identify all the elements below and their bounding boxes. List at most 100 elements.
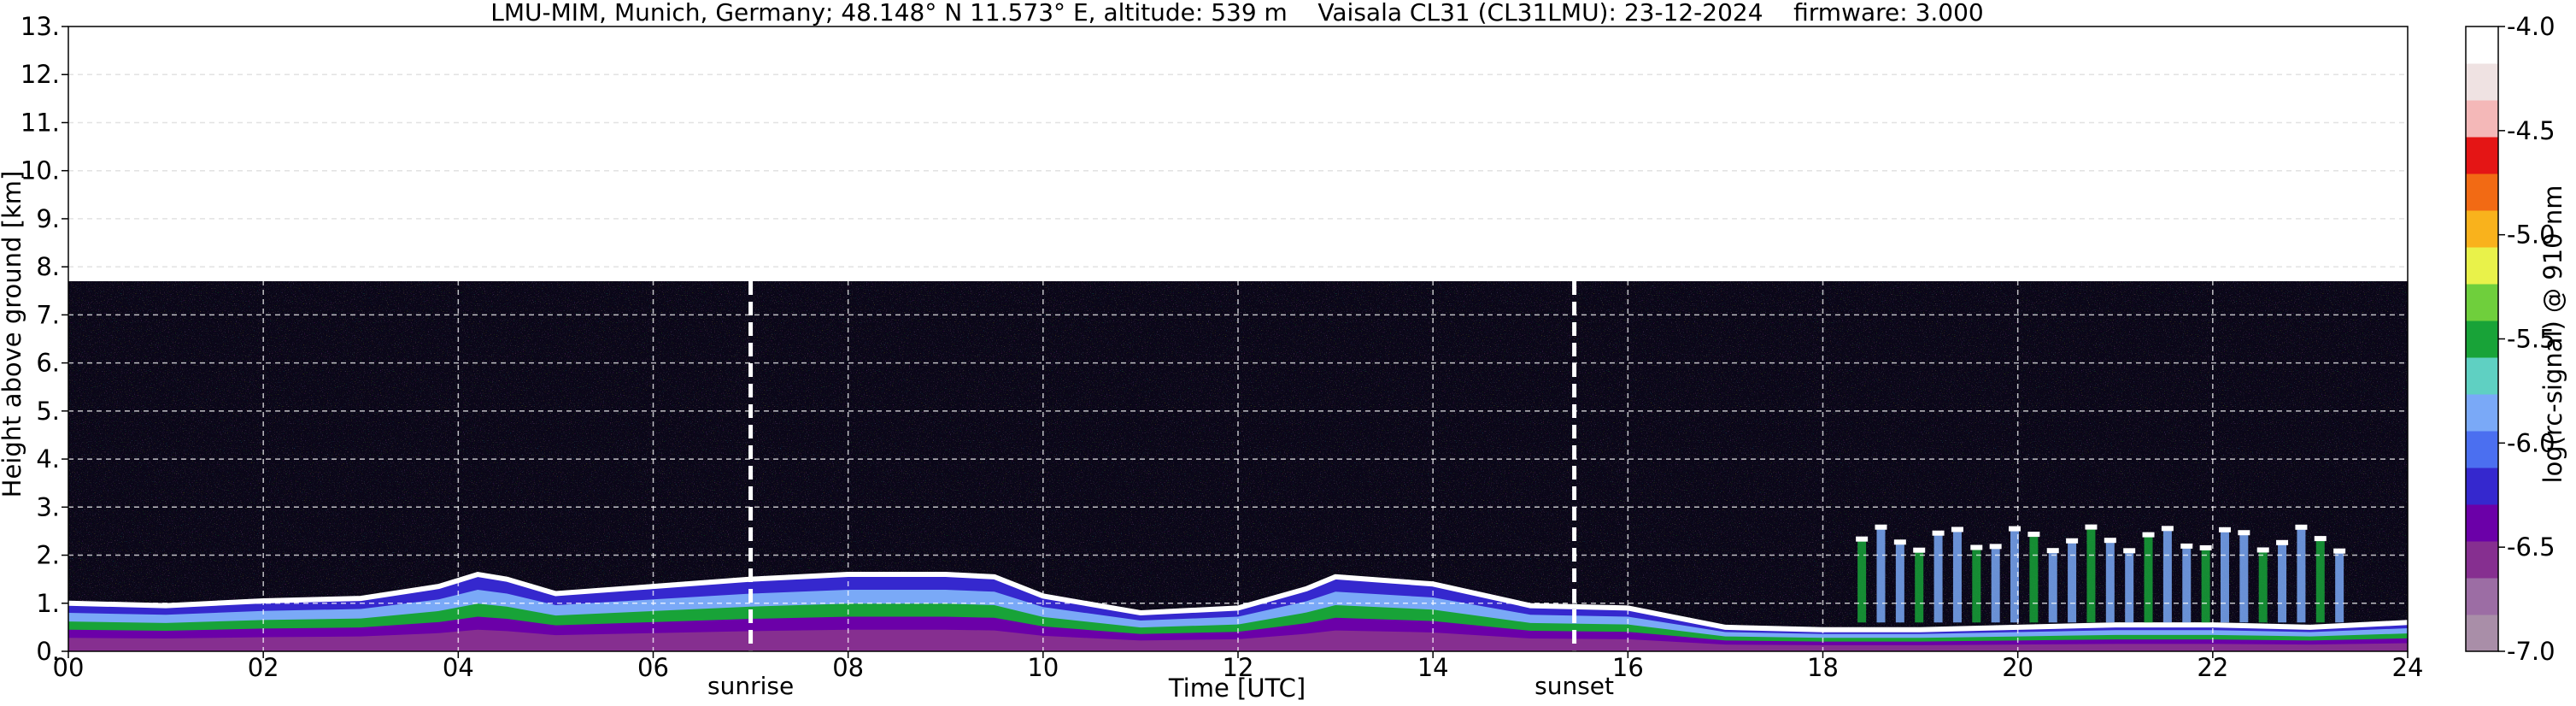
cloud-column [2029,536,2039,623]
colorbar-swatch [2466,174,2498,211]
boundary-layer-top [68,571,2408,632]
cloud-base [2256,547,2269,553]
cloud-base [2046,548,2059,554]
cloud-column [2239,534,2249,623]
cloud-column [1933,534,1943,623]
x-tick-label: 22 [2197,653,2228,682]
cloud-column [2086,528,2096,623]
colorbar-tick-label: -6.5 [2507,532,2555,562]
cloud-base [1856,536,1869,542]
cloud-base [2295,524,2308,530]
cloud-base [2123,548,2136,554]
colorbar-swatch [2466,468,2498,505]
cloud-base [2238,530,2250,536]
x-tick-label: 24 [2392,653,2424,682]
colorbar-tick-label: -5.0 [2507,221,2555,250]
colorbar-label: log(rc-signal) @ 910 nm [2538,185,2567,484]
y-axis-label: Height above ground [km] [0,171,26,498]
x-tick-label: 16 [1612,653,1644,682]
y-tick-label: 12. [21,60,60,89]
y-tick-label: 10. [21,156,60,185]
cloud-column [2125,552,2134,623]
y-tick-label: 0. [36,637,60,666]
colorbar-tick-label: -4.5 [2507,116,2555,145]
cloud-base [1970,544,1983,550]
cloud-column [2010,530,2020,623]
cloud-column [2182,547,2192,623]
colorbar-swatch [2466,321,2498,358]
cloud-base [2333,548,2346,554]
cloud-base [1875,524,1887,530]
cloud-base [2276,539,2289,545]
cloud-column [1991,548,2000,623]
colorbar-tick-label: -7.0 [2507,637,2555,666]
colorbar-swatch [2466,431,2498,468]
colorbar-tick-label: -6.0 [2507,428,2555,457]
x-tick-label: 14 [1417,653,1449,682]
cloud-base [2218,527,2231,532]
cloud-column [2278,544,2287,623]
colorbar-swatch [2466,284,2498,321]
cloud-base [2085,524,2098,530]
colorbar-swatch [2466,394,2498,432]
colorbar-swatch [2466,541,2498,579]
x-tick-label: 00 [53,653,85,682]
y-tick-label: 3. [36,492,60,521]
cloud-base [2104,538,2116,544]
x-tick-label: 10 [1027,653,1059,682]
cloud-base [1989,544,2002,550]
colorbar-tick-label: -4.0 [2507,12,2555,41]
cloud-column [2315,540,2325,623]
colorbar-swatch [2466,615,2498,652]
cloud-base [2314,536,2327,542]
y-tick-label: 7. [36,300,60,329]
cloud-column [2335,552,2344,623]
colorbar-swatch [2466,578,2498,615]
cloud-base [1913,547,1926,553]
colorbar-swatch [2466,100,2498,138]
colorbar-swatch [2466,504,2498,542]
cloud-column [1876,528,1886,623]
cloud-column [1915,551,1924,623]
colorbar-swatch [2466,137,2498,174]
y-tick-label: 13. [21,12,60,41]
colorbar-swatch [2466,26,2498,64]
annotation-label-sunrise: sunrise [707,672,794,700]
cloud-column [2144,536,2153,623]
x-tick-label: 08 [832,653,864,682]
y-tick-label: 5. [36,397,60,426]
cloud-column [1895,544,1904,623]
x-tick-label: 02 [248,653,279,682]
x-tick-label: 18 [1807,653,1839,682]
y-tick-label: 8. [36,252,60,281]
colorbar-swatch [2466,63,2498,101]
colorbar-swatch [2466,247,2498,285]
cloud-column [2048,552,2057,623]
chart-title: LMU-MIM, Munich, Germany; 48.148° N 11.5… [490,0,1984,26]
cloud-base [1951,527,1963,532]
cloud-column [2220,531,2229,623]
cloud-base [1932,530,1945,536]
cloud-base [1893,539,1906,545]
x-tick-label: 20 [2002,653,2033,682]
annotation-label-sunset: sunset [1534,672,1614,700]
cloud-column [1952,531,1962,623]
x-tick-label: 12 [1223,653,1254,682]
colorbar-tick-label: -5.5 [2507,325,2555,354]
cloud-column [2297,528,2306,623]
cloud-column [2201,549,2210,623]
x-tick-label: 06 [637,653,669,682]
colorbar-swatch [2466,357,2498,395]
y-tick-label: 6. [36,349,60,378]
cloud-base [2199,544,2212,550]
y-tick-label: 2. [36,541,60,570]
colorbar: -7.0 -6.5 -6.0 -5.5 -5.0 -4.5 -4.0 [2465,12,2555,666]
x-axis-label: Time [UTC] [1168,674,1306,703]
cloud-column [1972,549,1981,623]
cloud-base [2066,538,2079,544]
cloud-column [2105,542,2115,623]
cloud-column [1857,540,1867,623]
x-tick-label: 04 [443,653,474,682]
y-tick-label: 1. [36,589,60,618]
